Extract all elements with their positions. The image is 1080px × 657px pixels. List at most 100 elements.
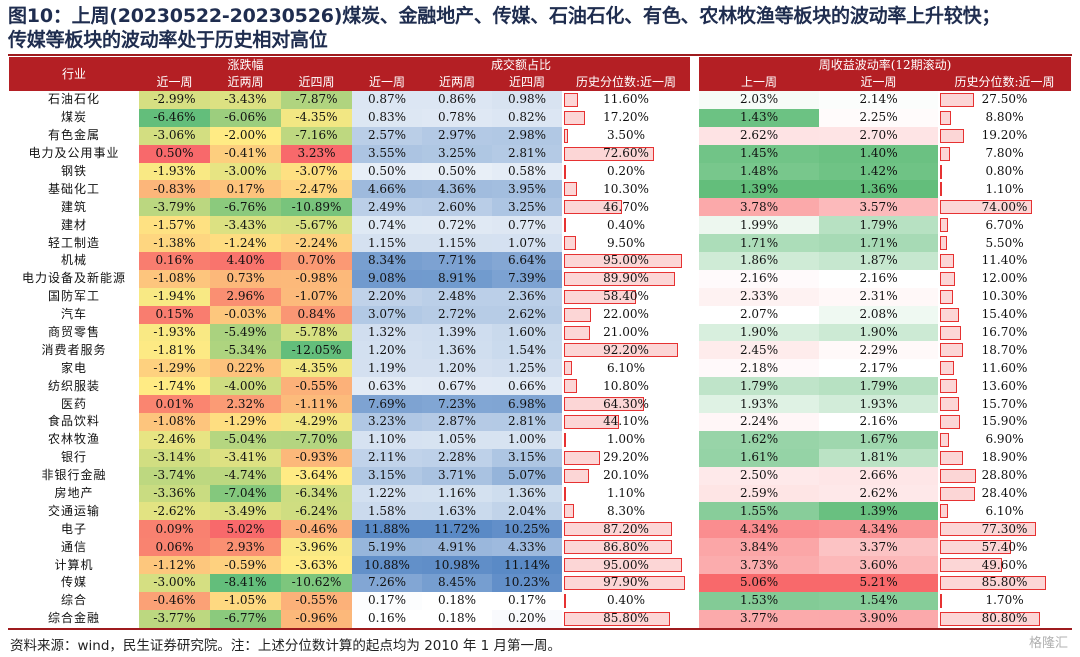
vol-1w: 1.39%: [819, 502, 939, 521]
change-4w: -7.16%: [281, 126, 353, 145]
percentile-value: 0.80%: [985, 164, 1024, 178]
industry-name: 农林牧渔: [47, 432, 100, 447]
change-1w: 0.06%: [139, 538, 210, 557]
percentile-bar: [564, 182, 577, 197]
header-gap: [690, 57, 700, 91]
industry-name: 电力设备及新能源: [21, 271, 126, 286]
vol-prev-week: 2.03%: [699, 91, 820, 109]
vol-percentile: 12.00%: [938, 270, 1071, 288]
turnover-1w: 0.63%: [352, 377, 423, 396]
percentile-value: 11.60%: [603, 92, 649, 107]
percentile-bar: [940, 540, 1012, 555]
industry-name: 消费者服务: [41, 342, 107, 357]
industry-name: 食品饮料: [47, 414, 100, 429]
percentile-bar: [564, 93, 579, 107]
table-row: 钢铁 -1.93% -3.00% -3.07% 0.50% 0.50% 0.58% 0.20%…: [9, 162, 1071, 181]
vol-prev-week: 2.07%: [699, 305, 820, 324]
turnover-1w: 7.69%: [352, 395, 423, 414]
table-row: 建筑 -3.79% -6.76% -10.89% 2.49% 2.60% 3.25% 46.7…: [9, 198, 1071, 217]
vol-prev-week: 1.86%: [699, 252, 820, 270]
industry-name: 基础化工: [47, 181, 100, 196]
header-change: 涨跌幅: [139, 57, 353, 74]
industry-name: 计算机: [54, 557, 94, 572]
percentile-bar: [940, 254, 955, 269]
table-row: 通信 0.06% 2.93% -3.96% 5.19% 4.91% 4.33% 86.80% 3…: [9, 538, 1071, 557]
turnover-2w: 8.91%: [422, 269, 493, 288]
change-1w: -1.57%: [139, 216, 210, 235]
percentile-value: 1.10%: [606, 486, 646, 501]
change-2w: -0.03%: [210, 305, 281, 324]
percentile-value: 20.10%: [603, 468, 649, 483]
column-gap: [690, 252, 700, 270]
percentile-bar: [940, 432, 949, 447]
vol-1w: 4.34%: [819, 520, 939, 539]
table-row: 有色金属 -3.06% -2.00% -7.16% 2.57% 2.97% 2.98% 3.5…: [9, 126, 1071, 145]
turnover-2w: 1.36%: [422, 341, 493, 360]
turnover-1w: 2.11%: [352, 448, 423, 467]
turnover-2w: 1.16%: [422, 484, 493, 503]
vol-1w: 2.08%: [819, 305, 939, 324]
turnover-percentile: 95.00%: [562, 252, 690, 270]
vol-percentile: 16.70%: [938, 324, 1071, 342]
top-rule: [8, 54, 1072, 56]
turnover-4w: 2.98%: [492, 126, 563, 145]
turnover-percentile: 85.80%: [562, 610, 690, 628]
turnover-4w: 1.00%: [492, 430, 563, 449]
percentile-bar: [564, 289, 637, 304]
column-gap: [690, 395, 700, 414]
vol-prev-week: 2.50%: [699, 466, 820, 485]
vol-percentile: 15.70%: [938, 395, 1071, 413]
percentile-value: 95.00%: [603, 557, 649, 572]
industry-name: 传媒: [60, 575, 87, 590]
change-1w: -3.00%: [139, 574, 210, 592]
vol-1w: 3.37%: [819, 538, 939, 557]
vol-prev-week: 2.59%: [699, 484, 820, 503]
vol-1w: 3.60%: [819, 556, 939, 575]
vol-prev-week: 1.61%: [699, 448, 820, 467]
change-2w: -3.49%: [210, 502, 281, 521]
change-4w: 0.84%: [281, 305, 353, 324]
turnover-percentile: 10.80%: [562, 377, 690, 395]
change-2w: -5.49%: [210, 323, 281, 342]
change-4w: -6.34%: [281, 484, 353, 503]
column-gap: [690, 430, 700, 449]
turnover-2w: 3.25%: [422, 144, 493, 163]
change-2w: -1.29%: [210, 413, 281, 431]
percentile-value: 64.30%: [603, 396, 649, 411]
turnover-percentile: 21.00%: [562, 324, 690, 342]
table-row: 医药 0.01% 2.32% -1.11% 7.69% 7.23% 6.98% 64.30% 1…: [9, 395, 1071, 414]
industry-name: 交通运输: [47, 503, 100, 518]
column-gap: [690, 466, 700, 485]
vol-prev-week: 1.71%: [699, 234, 820, 253]
turnover-4w: 2.36%: [492, 287, 563, 306]
turnover-4w: 2.81%: [492, 144, 563, 163]
turnover-2w: 1.63%: [422, 502, 493, 521]
turnover-percentile: 89.90%: [562, 270, 690, 288]
table-row: 农林牧渔 -2.46% -5.04% -7.70% 1.10% 1.05% 1.00% 1.0…: [9, 430, 1071, 449]
turnover-percentile: 11.60%: [562, 91, 690, 109]
percentile-value: 6.10%: [606, 360, 646, 375]
vol-1w: 1.67%: [819, 430, 939, 449]
turnover-2w: 1.15%: [422, 234, 493, 253]
change-2w: 2.32%: [210, 395, 281, 414]
column-gap: [690, 448, 700, 467]
change-4w: -10.89%: [281, 198, 353, 217]
turnover-percentile: 0.40%: [562, 216, 690, 234]
percentile-value: 97.90%: [603, 575, 649, 590]
percentile-bar: [564, 593, 567, 608]
turnover-1w: 1.58%: [352, 502, 423, 521]
turnover-4w: 0.17%: [492, 591, 563, 610]
change-2w: 5.02%: [210, 520, 281, 539]
percentile-bar: [940, 576, 1047, 591]
vol-prev-week: 1.55%: [699, 502, 820, 521]
industry-name: 煤炭: [60, 110, 87, 125]
industry-name: 轻工制造: [47, 235, 100, 250]
vol-percentile: 11.40%: [938, 252, 1071, 270]
percentile-bar: [940, 182, 943, 197]
turnover-1w: 1.15%: [352, 234, 423, 253]
percentile-value: 57.40%: [981, 539, 1028, 554]
bottom-rule: [8, 628, 1072, 630]
turnover-2w: 0.72%: [422, 216, 493, 235]
percentile-value: 58.40%: [603, 289, 649, 304]
source-note: 资料来源：wind，民生证券研究院。注：上述分位数计算的起点均为 2010 年 …: [10, 638, 562, 654]
